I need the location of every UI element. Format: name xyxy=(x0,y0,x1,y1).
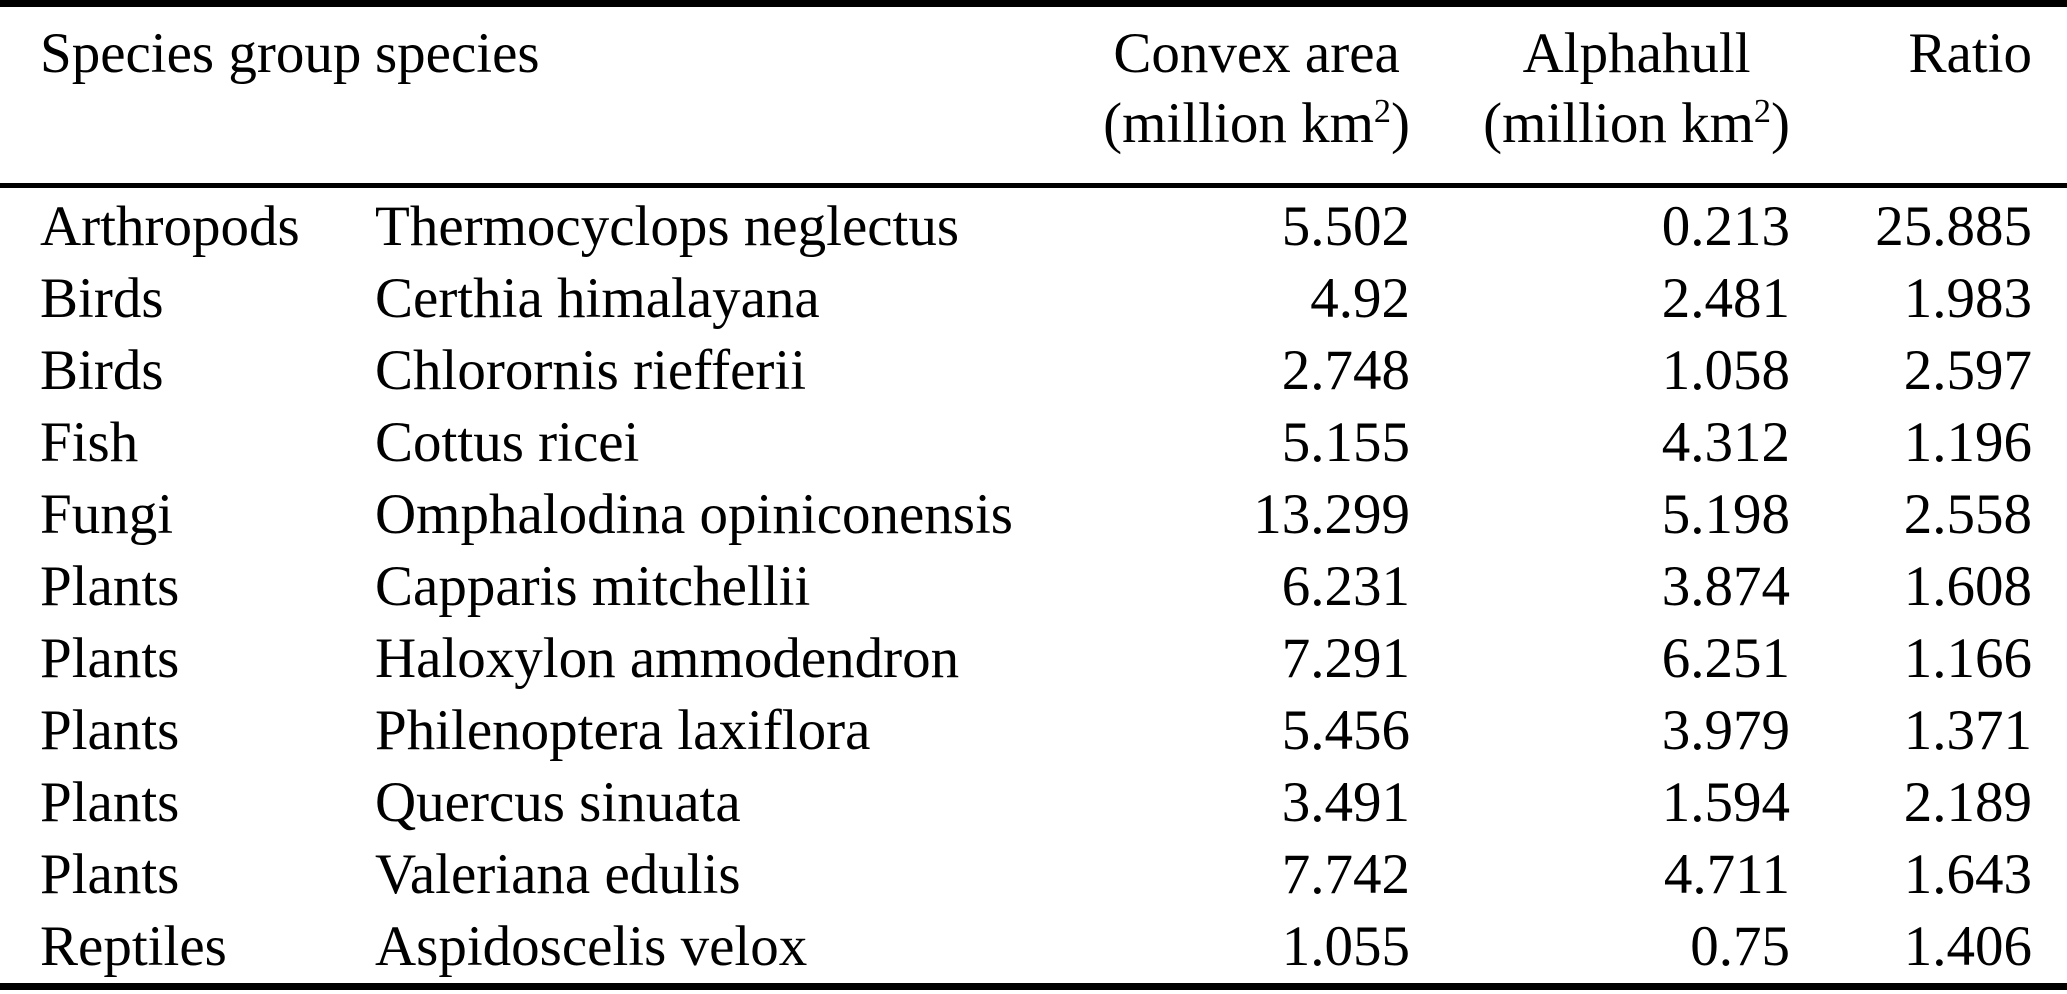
cell-species-group: Plants xyxy=(40,771,180,834)
header-convex-area-unit: (million km2) xyxy=(1103,89,1410,159)
cell-alphahull: 6.251 xyxy=(1661,627,1790,690)
cell-alphahull: 5.198 xyxy=(1661,483,1790,546)
cell-species-name: Chlorornis riefferii xyxy=(375,339,807,402)
col-header-species: species xyxy=(375,3,1080,188)
cell-ratio: 1.983 xyxy=(1903,267,2032,330)
cell-ratio: 2.597 xyxy=(1903,339,2032,402)
header-ratio-label: Ratio xyxy=(1908,22,2033,85)
cell-species-group: Fungi xyxy=(40,483,174,546)
cell-species-name: Quercus sinuata xyxy=(375,771,741,834)
table-row: Arthropods Thermocyclops neglectus 5.502… xyxy=(0,186,2067,264)
col-header-convex-area: Convex area (million km2) xyxy=(1080,3,1410,188)
cell-alphahull: 3.874 xyxy=(1661,555,1790,618)
table-body: Arthropods Thermocyclops neglectus 5.502… xyxy=(0,186,2067,987)
cell-ratio: 1.608 xyxy=(1903,555,2032,618)
table-row: Birds Certhia himalayana 4.92 2.481 1.98… xyxy=(0,263,2067,335)
header-species-label: species xyxy=(375,22,540,85)
cell-species-group: Plants xyxy=(40,843,180,906)
cell-convex-area: 6.231 xyxy=(1281,555,1410,618)
cell-alphahull: 2.481 xyxy=(1661,267,1790,330)
cell-convex-area: 3.491 xyxy=(1281,771,1410,834)
cell-ratio: 1.406 xyxy=(1903,915,2032,978)
header-alphahull-unit: (million km2) xyxy=(1483,89,1790,159)
cell-convex-area: 5.456 xyxy=(1281,699,1410,762)
col-header-ratio: Ratio xyxy=(1790,3,2067,188)
unit-suffix: ) xyxy=(1391,92,1410,155)
table-row: Plants Philenoptera laxiflora 5.456 3.97… xyxy=(0,695,2067,767)
cell-convex-area: 5.502 xyxy=(1281,195,1410,258)
cell-alphahull: 4.711 xyxy=(1663,843,1790,906)
cell-species-group: Arthropods xyxy=(40,195,300,258)
unit-superscript: 2 xyxy=(1373,93,1392,130)
unit-prefix: (million km xyxy=(1103,92,1374,155)
cell-species-group: Birds xyxy=(40,339,164,402)
unit-superscript: 2 xyxy=(1753,93,1772,130)
cell-species-group: Plants xyxy=(40,699,180,762)
cell-alphahull: 1.058 xyxy=(1661,339,1790,402)
table-row: Birds Chlorornis riefferii 2.748 1.058 2… xyxy=(0,335,2067,407)
cell-species-name: Philenoptera laxiflora xyxy=(375,699,871,762)
cell-convex-area: 5.155 xyxy=(1281,411,1410,474)
cell-species-name: Omphalodina opiniconensis xyxy=(375,483,1013,546)
header-alphahull-stack: Alphahull (million km2) xyxy=(1483,19,1790,159)
cell-ratio: 1.196 xyxy=(1903,411,2032,474)
cell-convex-area: 7.291 xyxy=(1281,627,1410,690)
cell-convex-area: 1.055 xyxy=(1281,915,1410,978)
cell-species-group: Birds xyxy=(40,267,164,330)
header-row: Species group species Convex area (milli… xyxy=(0,3,2067,188)
header-alphahull-label: Alphahull xyxy=(1522,22,1751,85)
cell-convex-area: 7.742 xyxy=(1281,843,1410,906)
cell-ratio: 25.885 xyxy=(1875,195,2032,258)
cell-convex-area: 2.748 xyxy=(1281,339,1410,402)
cell-ratio: 1.371 xyxy=(1903,699,2032,762)
cell-alphahull: 4.312 xyxy=(1661,411,1790,474)
table-row: Reptiles Aspidoscelis velox 1.055 0.75 1… xyxy=(0,911,2067,987)
table-row: Plants Quercus sinuata 3.491 1.594 2.189 xyxy=(0,767,2067,839)
cell-ratio: 2.558 xyxy=(1903,483,2032,546)
col-header-alphahull: Alphahull (million km2) xyxy=(1410,3,1790,188)
cell-ratio: 2.189 xyxy=(1903,771,2032,834)
header-convex-area-label: Convex area xyxy=(1113,22,1400,85)
header-species-group-line2: group xyxy=(228,22,362,85)
cell-species-name: Haloxylon ammodendron xyxy=(375,627,960,690)
cell-species-name: Capparis mitchellii xyxy=(375,555,811,618)
cell-alphahull: 3.979 xyxy=(1661,699,1790,762)
unit-prefix: (million km xyxy=(1483,92,1754,155)
col-header-species-group: Species group xyxy=(0,3,375,188)
cell-species-name: Valeriana edulis xyxy=(375,843,741,906)
cell-species-name: Thermocyclops neglectus xyxy=(375,195,960,258)
cell-alphahull: 0.213 xyxy=(1661,195,1790,258)
table-row: Fungi Omphalodina opiniconensis 13.299 5… xyxy=(0,479,2067,551)
cell-alphahull: 1.594 xyxy=(1661,771,1790,834)
cell-convex-area: 13.299 xyxy=(1253,483,1410,546)
table-row: Plants Capparis mitchellii 6.231 3.874 1… xyxy=(0,551,2067,623)
table-row: Plants Haloxylon ammodendron 7.291 6.251… xyxy=(0,623,2067,695)
table-row: Fish Cottus ricei 5.155 4.312 1.196 xyxy=(0,407,2067,479)
header-convex-area-stack: Convex area (million km2) xyxy=(1103,19,1410,159)
cell-ratio: 1.643 xyxy=(1903,843,2032,906)
cell-convex-area: 4.92 xyxy=(1310,267,1410,330)
cell-species-group: Plants xyxy=(40,627,180,690)
cell-species-group: Plants xyxy=(40,555,180,618)
cell-species-name: Certhia himalayana xyxy=(375,267,820,330)
table-header: Species group species Convex area (milli… xyxy=(0,3,2067,188)
unit-suffix: ) xyxy=(1771,92,1790,155)
cell-species-group: Fish xyxy=(40,411,139,474)
cell-species-name: Cottus ricei xyxy=(375,411,640,474)
header-species-group-line1: Species xyxy=(40,22,215,85)
table-row: Plants Valeriana edulis 7.742 4.711 1.64… xyxy=(0,839,2067,911)
cell-species-name: Aspidoscelis velox xyxy=(375,915,808,978)
cell-ratio: 1.166 xyxy=(1903,627,2032,690)
cell-species-group: Reptiles xyxy=(40,915,227,978)
cell-alphahull: 0.75 xyxy=(1690,915,1790,978)
